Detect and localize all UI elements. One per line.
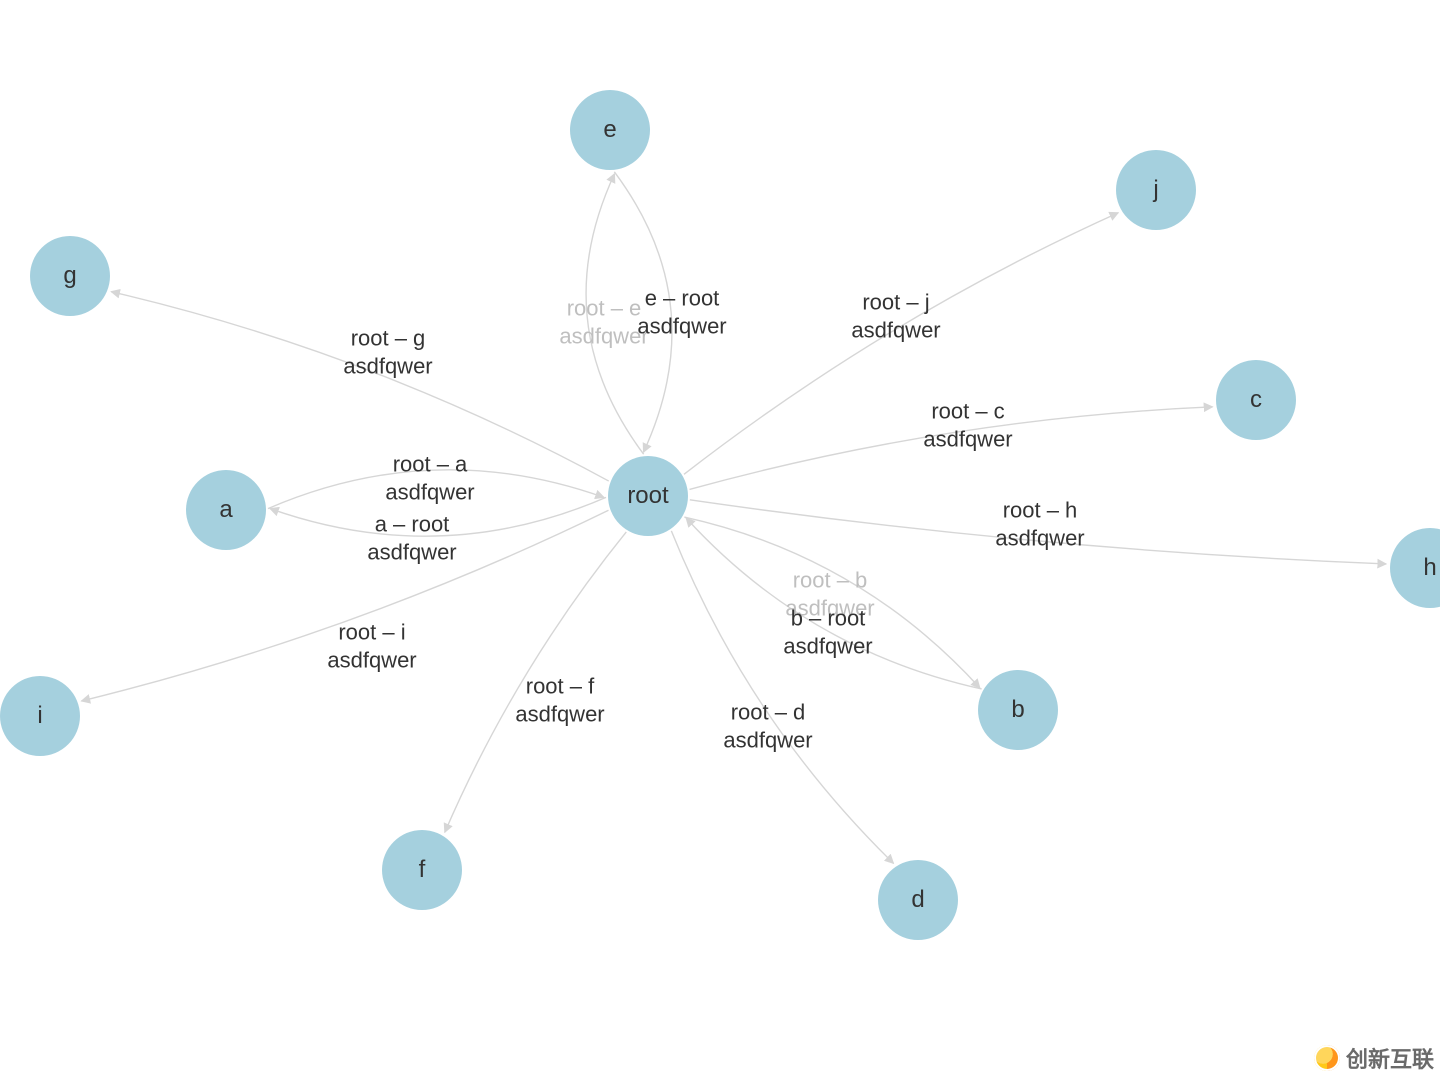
node-label: b [1011, 696, 1024, 724]
node-i[interactable]: i [0, 676, 80, 756]
node-c[interactable]: c [1216, 360, 1296, 440]
edge-label-root-f: root – f asdfqwer [515, 673, 604, 728]
node-label: j [1153, 176, 1158, 204]
edge-label-a-root: a – root asdfqwer [367, 511, 456, 566]
edge-label-root-a: root – a asdfqwer [385, 451, 474, 506]
node-d[interactable]: d [878, 860, 958, 940]
watermark: 创新互联 [1314, 1042, 1434, 1074]
watermark-logo-icon [1314, 1045, 1340, 1071]
node-a[interactable]: a [186, 470, 266, 550]
edge-label-root-e: root – e asdfqwer [559, 295, 648, 350]
edge-root-g [111, 292, 609, 481]
watermark-text: 创新互联 [1346, 1042, 1434, 1074]
edge-label-b-root: b – root asdfqwer [783, 605, 872, 660]
node-b[interactable]: b [978, 670, 1058, 750]
node-label: i [37, 702, 42, 730]
node-label: c [1250, 386, 1262, 414]
node-label: a [219, 496, 232, 524]
edge-label-e-root: e – root asdfqwer [637, 285, 726, 340]
edge-label-root-h: root – h asdfqwer [995, 497, 1084, 552]
edge-root-j [684, 213, 1118, 475]
edge-label-root-c: root – c asdfqwer [923, 398, 1012, 453]
node-f[interactable]: f [382, 830, 462, 910]
node-label: h [1423, 554, 1436, 582]
node-label: root [627, 482, 668, 510]
edge-label-root-g: root – g asdfqwer [343, 325, 432, 380]
edge-label-root-j: root – j asdfqwer [851, 289, 940, 344]
edge-label-root-i: root – i asdfqwer [327, 619, 416, 674]
node-g[interactable]: g [30, 236, 110, 316]
node-j[interactable]: j [1116, 150, 1196, 230]
node-label: f [419, 856, 426, 884]
node-root[interactable]: root [608, 456, 688, 536]
edge-label-root-d: root – d asdfqwer [723, 699, 812, 754]
node-label: g [63, 262, 76, 290]
node-e[interactable]: e [570, 90, 650, 170]
node-label: e [603, 116, 616, 144]
node-label: d [911, 886, 924, 914]
